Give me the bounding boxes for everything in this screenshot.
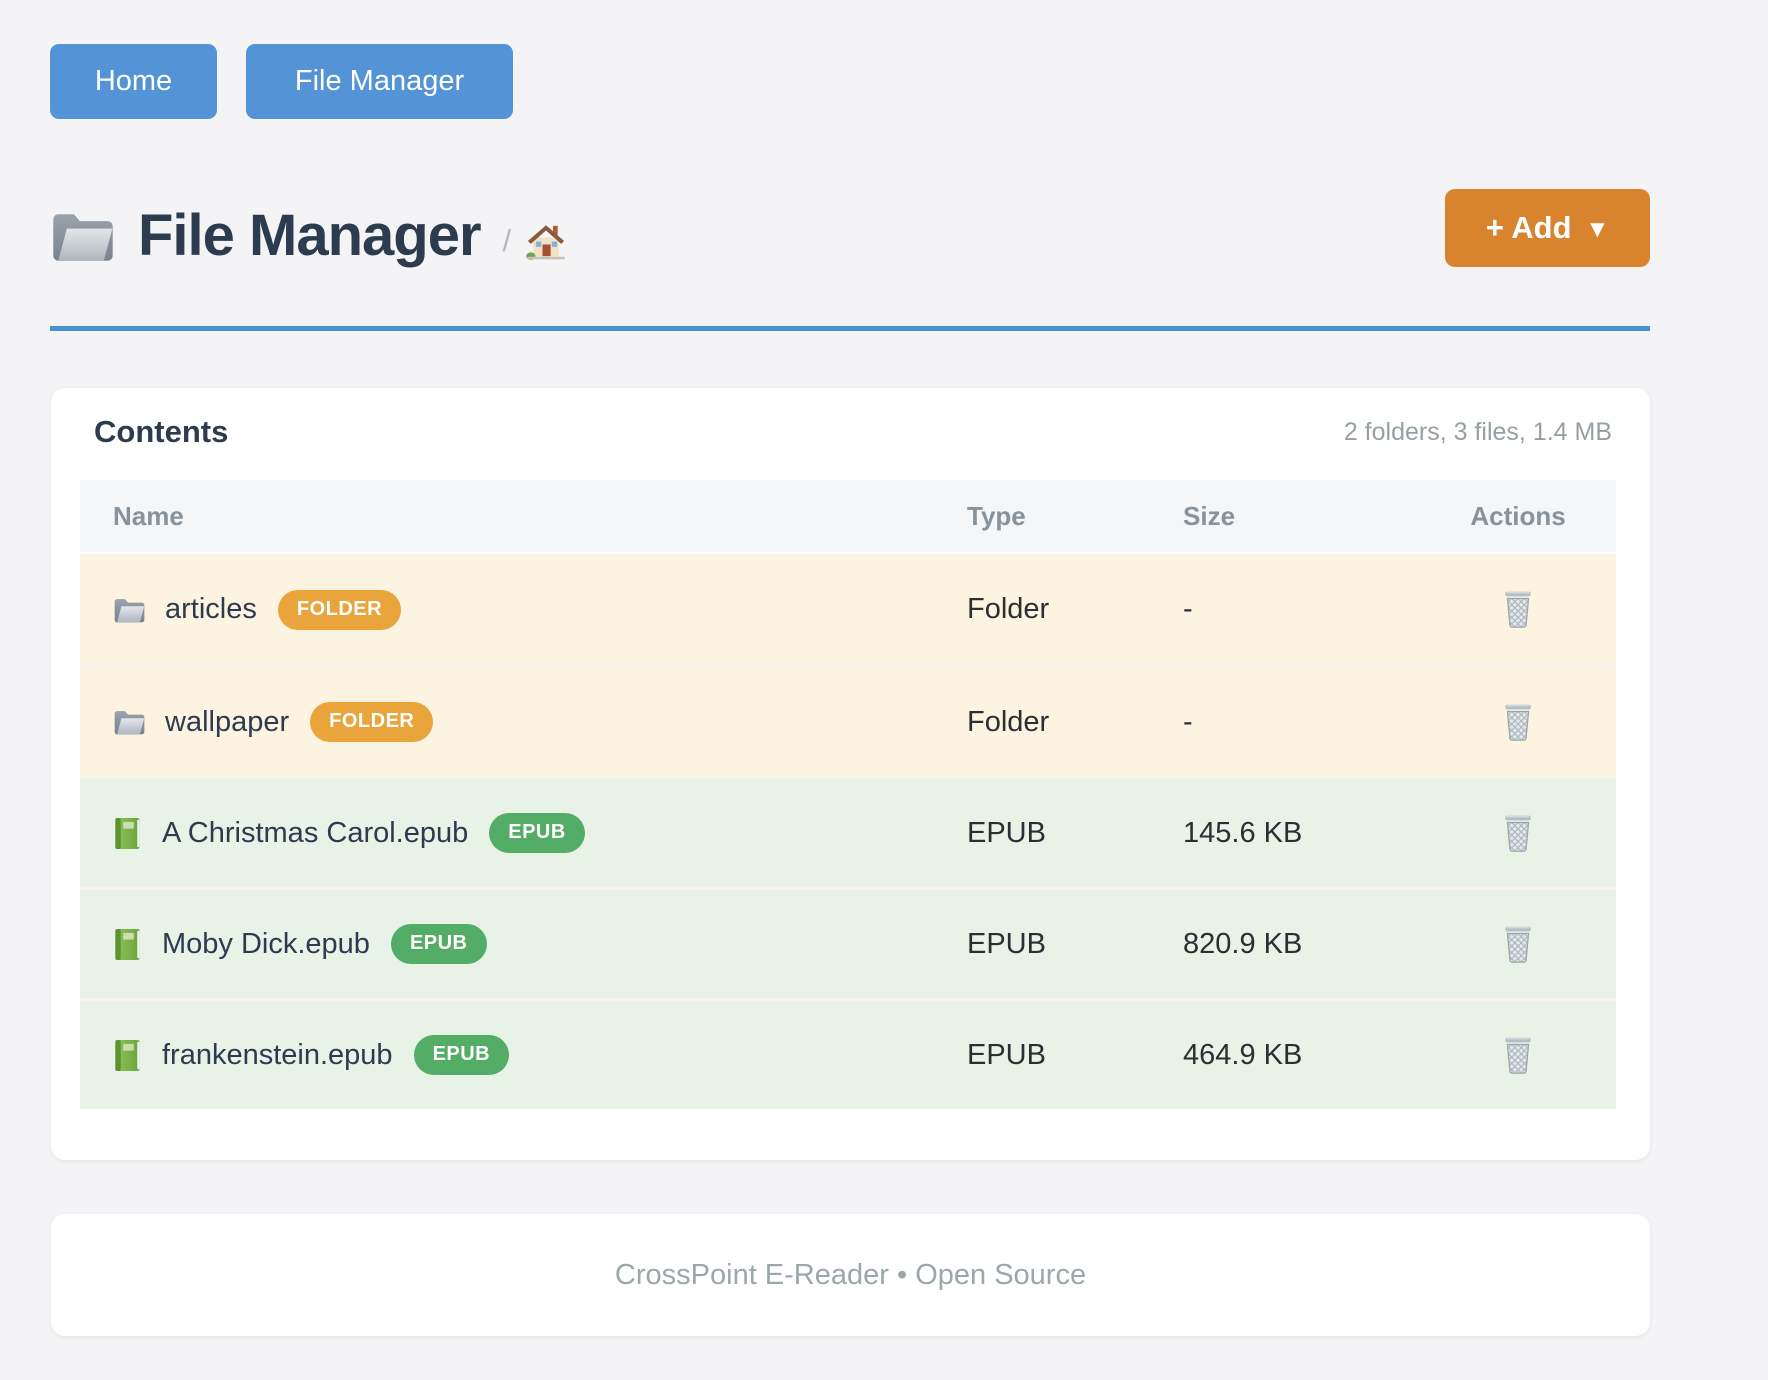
type-badge: FOLDER	[310, 702, 434, 742]
page-title-group: File Manager /	[50, 202, 567, 269]
row-actions-cell	[1420, 1031, 1616, 1080]
footer-card: CrossPoint E-Reader • Open Source	[51, 1214, 1650, 1336]
trash-icon	[1505, 815, 1531, 852]
contents-card: Contents 2 folders, 3 files, 1.4 MB Name…	[51, 388, 1650, 1160]
type-badge: FOLDER	[277, 589, 402, 630]
row-actions-cell	[1420, 920, 1616, 969]
row-name-cell: A Christmas Carol.epub EPUB	[80, 813, 967, 853]
row-name-cell: Moby Dick.epub EPUB	[80, 924, 967, 964]
file-type: EPUB	[967, 816, 1046, 849]
file-name[interactable]: frankenstein.epub	[162, 1038, 393, 1071]
row-actions-cell	[1420, 698, 1616, 747]
delete-button[interactable]	[1497, 920, 1539, 968]
row-actions-cell	[1420, 809, 1616, 858]
trash-icon	[1505, 704, 1531, 741]
footer-text: CrossPoint E-Reader • Open Source	[614, 1258, 1087, 1291]
row-name-cell: frankenstein.epub EPUB	[80, 1035, 967, 1075]
file-size: -	[1183, 705, 1193, 738]
breadcrumb-nav: Home File Manager	[50, 44, 513, 119]
file-type: EPUB	[967, 927, 1046, 960]
trash-icon	[1505, 1037, 1531, 1074]
book-icon	[115, 1039, 140, 1071]
column-header-type: Type	[967, 500, 1026, 531]
column-header-name: Name	[113, 500, 184, 531]
book-icon	[115, 928, 140, 960]
title-divider	[50, 326, 1650, 331]
type-badge: EPUB	[390, 924, 487, 964]
delete-button[interactable]	[1497, 809, 1539, 857]
delete-button[interactable]	[1497, 1031, 1539, 1079]
breadcrumb-separator: /	[502, 222, 512, 258]
table-body: articles FOLDER Folder -	[80, 554, 1616, 1109]
file-name[interactable]: wallpaper	[165, 705, 290, 738]
table-row[interactable]: wallpaper FOLDER Folder -	[80, 665, 1616, 776]
column-header-actions: Actions	[1470, 500, 1566, 531]
folder-icon	[114, 711, 145, 735]
file-type: EPUB	[967, 1038, 1046, 1071]
file-table: Name Type Size Actions articles FOLDER F…	[80, 480, 1616, 1109]
table-row[interactable]: articles FOLDER Folder -	[80, 554, 1616, 665]
page-title: File Manager	[138, 203, 482, 268]
add-button-label: + Add	[1485, 210, 1572, 245]
file-type: Folder	[967, 593, 1050, 625]
nav-file-manager-button[interactable]: File Manager	[246, 44, 513, 119]
table-row[interactable]: Moby Dick.epub EPUB EPUB 820.9 KB	[80, 887, 1616, 998]
table-row[interactable]: A Christmas Carol.epub EPUB EPUB 145.6 K…	[80, 776, 1616, 887]
row-name-cell: articles FOLDER	[80, 589, 967, 630]
row-name-cell: wallpaper FOLDER	[80, 702, 967, 742]
file-size: 145.6 KB	[1183, 816, 1303, 849]
delete-button[interactable]	[1497, 698, 1539, 746]
table-row[interactable]: frankenstein.epub EPUB EPUB 464.9 KB	[80, 998, 1616, 1109]
delete-button[interactable]	[1497, 585, 1539, 633]
file-size: 820.9 KB	[1183, 927, 1303, 960]
row-actions-cell	[1420, 585, 1616, 634]
table-header-row: Name Type Size Actions	[80, 480, 1616, 552]
file-name[interactable]: articles	[165, 593, 257, 625]
type-badge: EPUB	[413, 1035, 510, 1075]
file-size: 464.9 KB	[1183, 1038, 1303, 1071]
book-icon	[115, 817, 140, 849]
file-size: -	[1183, 593, 1193, 625]
house-icon[interactable]	[525, 221, 567, 261]
trash-icon	[1505, 591, 1531, 628]
type-badge: EPUB	[489, 813, 585, 853]
contents-summary: 2 folders, 3 files, 1.4 MB	[1343, 417, 1612, 446]
trash-icon	[1505, 926, 1531, 963]
column-header-size: Size	[1183, 500, 1236, 531]
file-type: Folder	[967, 705, 1050, 738]
contents-card-header: Contents 2 folders, 3 files, 1.4 MB	[80, 414, 1616, 450]
file-name[interactable]: Moby Dick.epub	[162, 927, 370, 960]
folder-icon	[114, 598, 145, 622]
nav-home-button[interactable]: Home	[50, 44, 217, 119]
folder-icon	[53, 213, 113, 261]
add-button[interactable]: + Add ▼	[1445, 189, 1650, 267]
contents-heading: Contents	[94, 414, 229, 449]
file-name[interactable]: A Christmas Carol.epub	[162, 816, 469, 849]
caret-down-icon: ▼	[1585, 215, 1610, 243]
